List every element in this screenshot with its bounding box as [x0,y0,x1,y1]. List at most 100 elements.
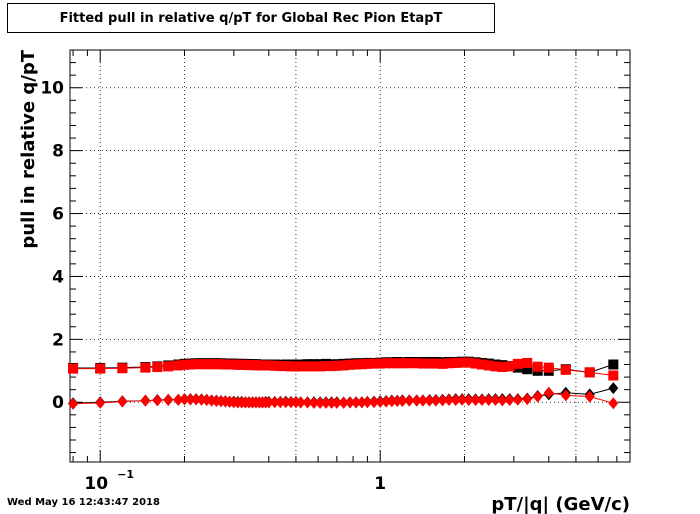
data-point-diamond [308,396,319,409]
data-point-square [560,364,571,375]
data-point-square [522,364,533,375]
data-point-diamond [356,396,367,409]
data-point-diamond [463,394,474,407]
data-point-diamond [368,396,379,409]
data-point-diamond [424,394,435,407]
data-point-diamond [362,396,373,409]
data-point-square [497,362,508,373]
data-point-square [196,359,207,370]
data-point-square [117,363,128,374]
data-point-square [368,358,379,369]
data-point-diamond [397,394,408,407]
data-point-square [269,360,280,371]
data-point-diamond [470,394,481,407]
data-point-diamond [512,393,523,406]
data-point-diamond [584,390,595,403]
data-point-diamond [338,396,349,409]
data-point-square [392,358,403,369]
y-tick-label: 6 [52,205,64,225]
data-point-diamond [483,394,494,407]
data-point-square [163,361,174,372]
data-point-square [386,358,397,369]
data-point-diamond [437,394,448,407]
data-point-square [263,360,274,371]
data-point-square [381,358,392,369]
data-point-square [320,361,331,372]
data-point-square [463,357,474,368]
data-point-square [315,361,326,372]
data-point-diamond [68,397,79,410]
data-point-square [338,360,349,371]
data-point-square [68,363,79,374]
y-axis-label: pull in relative q/pT [18,49,39,248]
data-point-diamond [295,396,306,409]
data-point-square [191,359,202,370]
data-point-diamond [430,394,441,407]
y-tick-label: 10 [40,79,64,99]
data-point-diamond [269,396,280,409]
data-point-square [397,358,408,369]
data-point-square [483,360,494,371]
data-point-diamond [490,394,501,407]
y-tick-label: 4 [52,267,64,287]
x-axis-label: pT/|q| (GeV/c) [491,494,630,514]
data-point-diamond [381,395,392,408]
chart-title: Fitted pull in relative q/pT for Global … [7,3,495,33]
data-point-square [608,359,619,370]
data-point-square [584,367,595,378]
data-point-diamond [477,394,488,407]
data-point-square [275,361,286,372]
data-point-diamond [315,396,326,409]
data-point-square [443,358,454,369]
y-tick-label: 8 [52,142,64,162]
data-point-square [543,362,554,373]
data-point-diamond [608,397,619,410]
data-point-square [345,359,355,370]
data-point-square [280,361,291,372]
data-point-square [457,357,468,368]
data-point-square [302,361,313,372]
y-tick-label: 0 [52,393,64,413]
data-point-square [532,361,543,372]
data-point-square [173,360,184,371]
data-point-diamond [351,396,362,409]
data-point-square [512,358,523,369]
data-point-diamond [185,393,196,406]
timestamp: Wed May 16 12:43:47 2018 [7,497,160,508]
data-point-diamond [179,393,190,406]
data-point-square [308,361,319,372]
data-point-diamond [275,396,286,409]
data-point-square [140,362,151,373]
y-tick-label: 2 [52,330,64,350]
data-point-square [411,358,422,369]
data-point-square [152,362,163,373]
data-point-diamond [326,396,337,409]
data-point-diamond [608,382,619,395]
data-point-diamond [375,395,386,408]
data-point-square [331,360,342,371]
data-point-square [424,358,435,369]
data-point-diamond [386,395,397,408]
data-point-square [477,359,488,370]
data-point-diamond [543,386,554,399]
data-point-diamond [392,394,403,407]
data-point-square [375,358,386,369]
data-point-diamond [522,393,533,406]
data-point-square [608,370,619,381]
data-point-diamond [191,393,202,406]
data-point-diamond [497,394,508,407]
data-point-diamond [345,396,355,409]
data-point-diamond [404,394,415,407]
data-point-diamond [117,395,128,408]
data-point-square [417,358,428,369]
data-point-diamond [457,393,468,406]
data-point-square [356,359,367,370]
x-tick-label: 1 [374,474,386,494]
data-point-diamond [450,394,461,407]
data-point-diamond [263,396,274,409]
data-point-diamond [173,393,184,406]
x-tick-label-exponent: −1 [117,468,134,481]
data-point-diamond [417,394,428,407]
data-point-square [522,357,533,368]
